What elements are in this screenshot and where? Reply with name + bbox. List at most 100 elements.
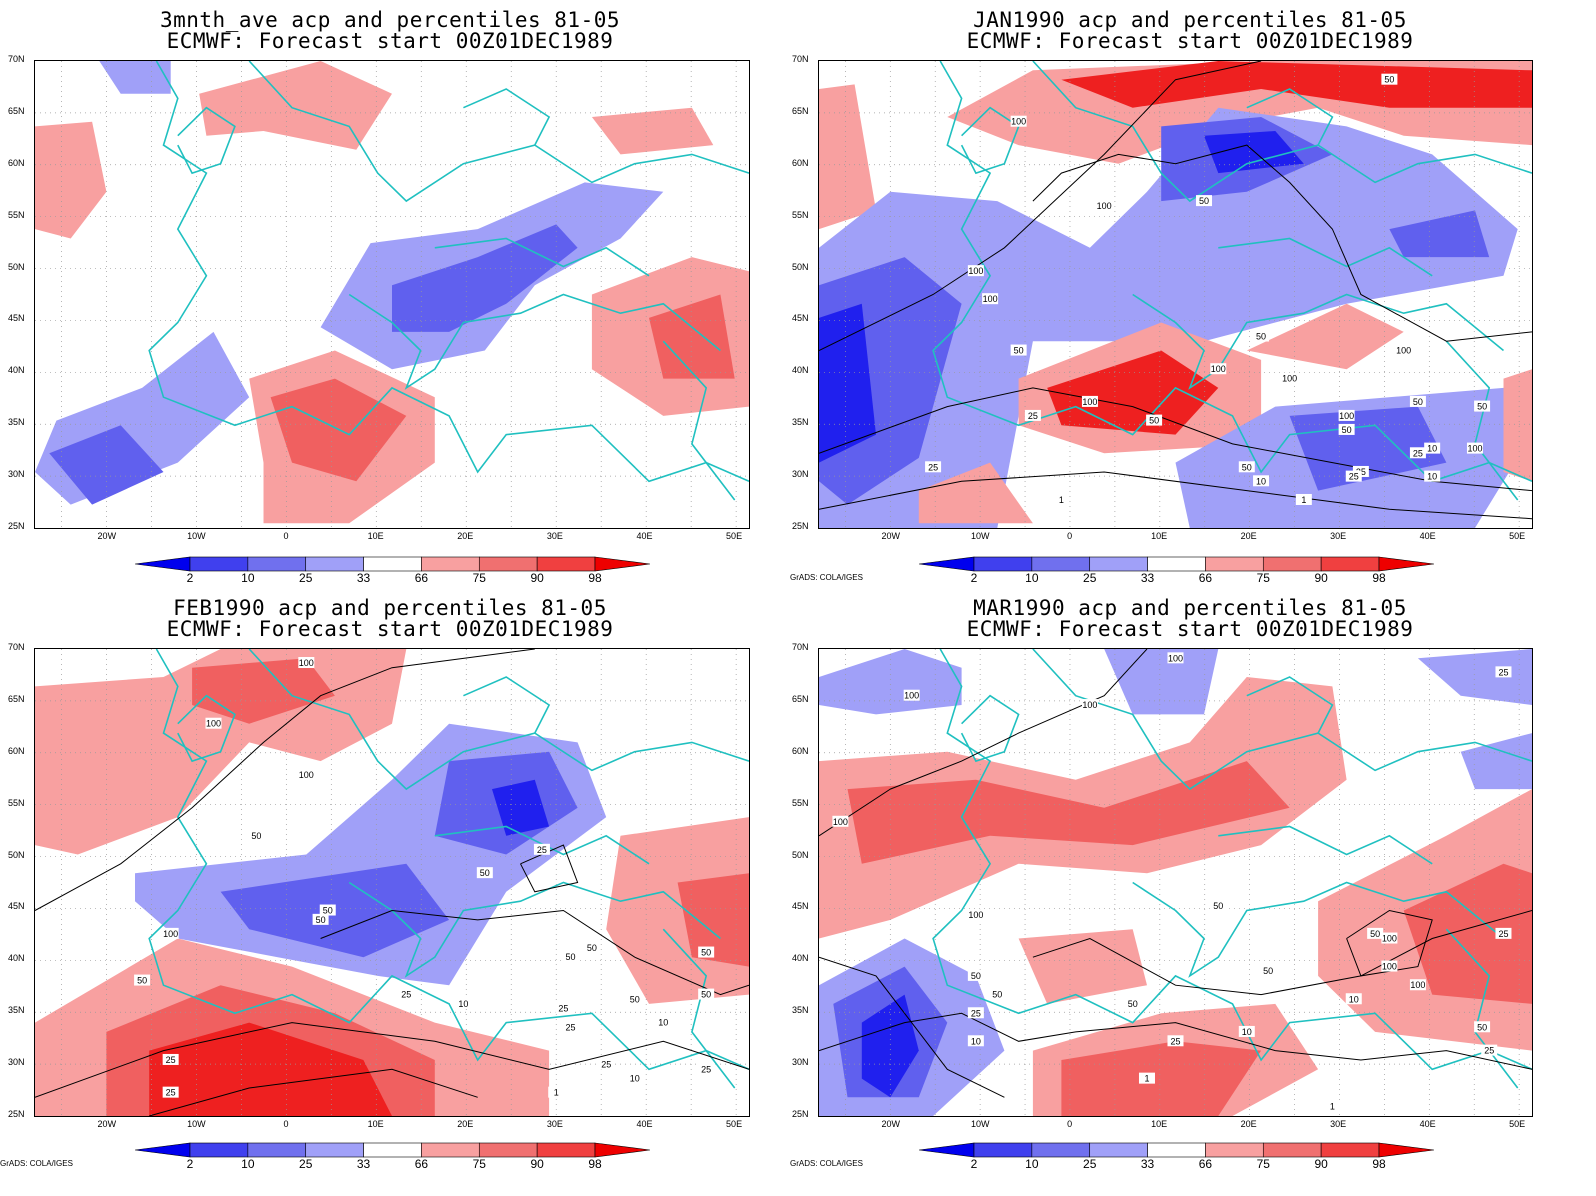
contour-label: 25 — [1498, 667, 1508, 677]
colorbar-segment — [189, 556, 249, 572]
latitude-label: 70N — [792, 642, 809, 652]
colorbar-segment — [1089, 556, 1148, 572]
contour-label: 100 — [968, 266, 983, 276]
contour-label-bg — [832, 815, 849, 827]
panel-title-line1: MAR1990 acp and percentiles 81-05 — [973, 596, 1407, 620]
longitude-label: 10W — [970, 531, 990, 541]
contour-line — [1346, 909, 1433, 977]
latitude-label: 25N — [792, 1109, 809, 1119]
coastline — [932, 649, 1532, 1071]
latitude-label: 50N — [792, 261, 809, 272]
contour-label-bg — [298, 769, 315, 781]
colorbar-label: 75 — [1256, 1157, 1270, 1171]
contour-label-bg — [1345, 470, 1362, 482]
longitude-label: 50E — [1509, 1119, 1526, 1129]
contour-label: 25 — [166, 1055, 176, 1065]
contour-label: 100 — [1168, 653, 1183, 663]
colorbar — [135, 556, 650, 572]
contour-line — [819, 649, 1148, 837]
colorbar-label: 90 — [1314, 571, 1328, 585]
coastline — [1132, 881, 1505, 978]
colorbar-label: 90 — [530, 571, 544, 585]
contour-label: 25 — [401, 990, 411, 1000]
contour-label: 1 — [1059, 495, 1064, 505]
contour-label-bg — [967, 909, 984, 921]
contour-label: 50 — [137, 976, 147, 986]
contour-label: 100 — [983, 294, 998, 304]
contour-label: 50 — [1213, 901, 1223, 911]
panel-title-line2: ECMWF: Forecast start 00Z01DEC1989 — [966, 29, 1414, 53]
contour-label-bg — [1210, 363, 1227, 375]
percentile-shading — [1389, 210, 1490, 258]
colorbar-label: 25 — [1083, 1157, 1097, 1171]
colorbar-segment — [247, 1142, 307, 1158]
contour-label-bg — [298, 657, 315, 669]
contour-label-bg — [982, 293, 999, 305]
contour-line — [149, 1068, 478, 1116]
contour-label-bg — [967, 265, 984, 277]
longitude-label: 10W — [187, 531, 206, 541]
contour-label: 10 — [658, 1018, 668, 1028]
contour-label-bg — [555, 1002, 572, 1014]
longitude-label: 10W — [187, 1119, 206, 1129]
percentile-shading — [819, 84, 876, 230]
contour-label: 25 — [1484, 1046, 1494, 1056]
map-canvas: 1001001002510010050505050102512510501010… — [819, 649, 1532, 1116]
contour-label: 50 — [316, 915, 326, 925]
percentile-shading — [918, 462, 1033, 524]
latitude-label: 25N — [8, 521, 25, 531]
percentile-shading — [192, 658, 335, 724]
latitude-label: 60N — [792, 157, 809, 168]
latitude-label: 40N — [792, 365, 809, 376]
percentile-shading — [819, 649, 962, 715]
contour-line — [819, 956, 1005, 1098]
percentile-shading — [677, 873, 749, 967]
contour-label: 100 — [1082, 700, 1097, 710]
longitude-label: 40E — [1419, 1119, 1436, 1129]
percentile-shading — [847, 761, 1290, 864]
colorbar-label: 33 — [1140, 571, 1155, 585]
contour-label: 100 — [163, 929, 178, 939]
contour-label-bg — [1167, 1035, 1184, 1047]
colorbar-label: 90 — [530, 1157, 544, 1171]
contour-label: 100 — [1382, 962, 1397, 972]
contour-label: 50 — [1149, 416, 1159, 426]
contour-label: 50 — [1384, 75, 1394, 85]
grads-credit: GrADS: COLA/IGES — [790, 573, 863, 582]
longitude-label: 0 — [1067, 1119, 1073, 1129]
colorbar-segment — [305, 1142, 364, 1158]
contour-line — [819, 387, 1532, 492]
latitude-label: 40N — [8, 365, 25, 376]
contour-label-bg — [1081, 395, 1098, 407]
colorbar — [135, 1142, 650, 1158]
contour-label-bg — [967, 1007, 984, 1019]
coastline — [1032, 649, 1532, 791]
latitude-label: 35N — [792, 1005, 809, 1016]
contour-label-bg — [1138, 1072, 1155, 1084]
colorbar-label: 66 — [1198, 571, 1213, 585]
contour-label: 10 — [1427, 472, 1437, 482]
contour-label-bg — [162, 1053, 179, 1065]
percentile-shading — [149, 1022, 392, 1116]
longitude-label: 0 — [1067, 531, 1073, 541]
longitude-label: 20E — [457, 531, 474, 541]
contour-label-bg — [1338, 423, 1355, 435]
colorbar-segment — [478, 1142, 538, 1158]
percentile-shading — [1289, 406, 1447, 491]
colorbar-label: 75 — [472, 1157, 486, 1171]
colorbar-segment — [1147, 1142, 1206, 1158]
percentile-shading — [492, 779, 550, 836]
contour-line — [819, 471, 1532, 520]
coastline — [1246, 676, 1334, 734]
contour-label: 50 — [565, 952, 575, 962]
coastline — [148, 649, 749, 1071]
contour-label: 50 — [1199, 196, 1209, 206]
colorbar-label: 2 — [970, 1157, 978, 1171]
colorbar-segment — [1147, 556, 1206, 572]
contour-label-bg — [476, 867, 493, 879]
coastline — [662, 340, 736, 501]
longitude-label: 20E — [1240, 531, 1257, 541]
longitude-label: 0 — [283, 1119, 289, 1129]
latitude-label: 70N — [792, 54, 809, 64]
latitude-label: 60N — [8, 157, 25, 168]
